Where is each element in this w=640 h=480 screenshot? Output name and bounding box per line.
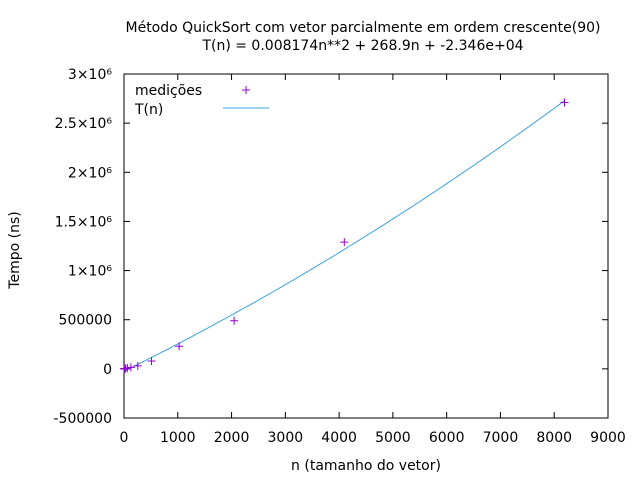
data-point <box>147 357 156 365</box>
legend-label-medicoes: medições <box>135 83 202 99</box>
y-tick-label: 2.5×10⁶ <box>55 116 113 132</box>
x-axis-label: n (tamanho do vetor) <box>291 458 441 474</box>
legend-marker-medicoes <box>242 86 250 94</box>
x-tick-label: 2000 <box>214 430 250 446</box>
y-tick-label: 0 <box>103 362 112 378</box>
y-tick-label: 3×10⁶ <box>68 67 112 83</box>
chart-title: Método QuickSort com vetor parcialmente … <box>125 20 601 36</box>
plot-frame <box>123 73 609 419</box>
x-tick-label: 4000 <box>321 430 357 446</box>
x-tick-label: 9000 <box>590 430 626 446</box>
y-tick-label: 500000 <box>59 313 112 329</box>
fit-line-tn <box>123 100 565 372</box>
legend-label-tn: T(n) <box>134 102 163 118</box>
x-tick-label: 5000 <box>375 430 411 446</box>
data-point <box>560 98 569 107</box>
x-tick-label: 3000 <box>268 430 304 446</box>
data-point <box>230 316 239 325</box>
y-tick-label: 1.5×10⁶ <box>55 214 113 230</box>
data-point <box>123 364 132 373</box>
x-tick-label: 7000 <box>483 430 519 446</box>
y-tick-label: 2×10⁶ <box>68 165 112 181</box>
x-tick-label: 8000 <box>536 430 572 446</box>
x-tick-label: 6000 <box>429 430 465 446</box>
data-point <box>126 363 135 372</box>
x-tick-label: 0 <box>120 430 129 446</box>
y-tick-label: -500000 <box>54 411 113 427</box>
chart-subtitle: T(n) = 0.008174n**2 + 268.9n + -2.346e+0… <box>202 38 524 54</box>
data-point <box>340 238 349 247</box>
y-tick-label: 1×10⁶ <box>68 264 112 280</box>
y-axis-label: Tempo (ns) <box>7 211 23 289</box>
x-tick-label: 1000 <box>160 430 196 446</box>
data-point <box>133 361 142 370</box>
data-point <box>175 342 184 351</box>
